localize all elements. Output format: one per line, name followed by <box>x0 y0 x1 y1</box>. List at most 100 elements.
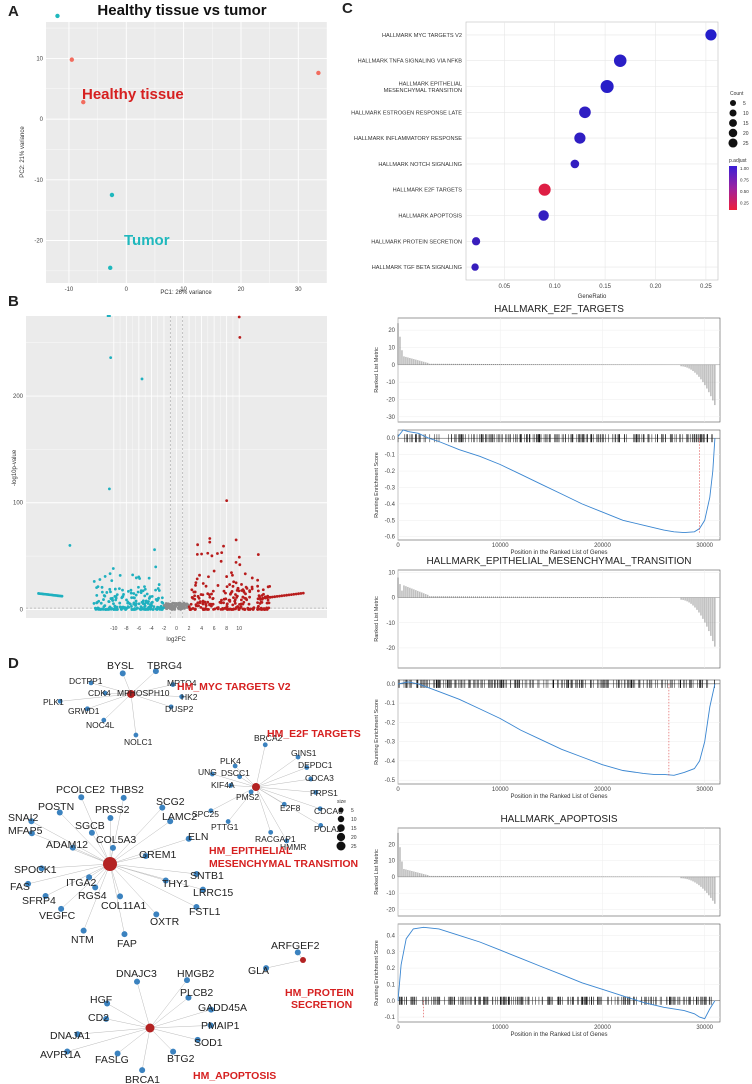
volcano-point <box>120 596 124 600</box>
volcano-xtick-label: -4 <box>149 626 154 632</box>
volcano-point <box>212 607 215 611</box>
volcano-point <box>219 559 223 563</box>
volcano-point <box>150 600 154 604</box>
network-edge <box>255 756 299 788</box>
volcano-point <box>130 608 134 611</box>
volcano-point <box>189 602 193 606</box>
dot-category-line: HALLMARK MYC TARGETS V2 <box>382 33 462 39</box>
gene-node <box>119 670 126 677</box>
network-edge <box>87 693 132 709</box>
volcano-point <box>257 607 261 611</box>
volcano-point <box>198 573 201 577</box>
volcano-point <box>180 605 183 609</box>
gene-label: PLCB2 <box>180 987 213 999</box>
volcano-point <box>195 577 199 581</box>
gene-node <box>101 717 107 723</box>
dot-category-line: HALLMARK EPITHELIAL <box>399 82 462 88</box>
volcano-point <box>230 571 233 575</box>
volcano-point <box>242 590 246 594</box>
network-size-legend-title: size <box>337 799 346 805</box>
gene-node <box>42 892 49 899</box>
gene-node <box>208 808 214 814</box>
network-edge <box>266 959 304 969</box>
volcano-point <box>260 607 264 611</box>
volcano-point <box>194 581 198 585</box>
gene-label: SCG2 <box>156 796 185 808</box>
pca-label-healthy: Healthy tissue <box>82 86 184 103</box>
volcano-point <box>256 553 260 556</box>
volcano-point <box>134 576 138 580</box>
volcano-point <box>131 573 135 577</box>
volcano-point <box>234 560 238 564</box>
volcano-point <box>60 594 64 598</box>
gsea-es-ytick-label: -0.1 <box>385 1015 396 1021</box>
gsea-es-curve <box>397 926 716 1020</box>
volcano-point <box>103 575 107 578</box>
gsea-metric-ytick-label: 10 <box>388 859 395 865</box>
volcano-xtick-label: -6 <box>137 626 142 632</box>
volcano-point <box>280 594 284 598</box>
gsea-title: HALLMARK_APOPTOSIS <box>500 814 617 825</box>
volcano-point <box>261 596 265 600</box>
gene-label: THBS2 <box>110 784 144 796</box>
volcano-point <box>105 608 108 611</box>
volcano-point <box>119 605 122 609</box>
network-edge <box>60 693 132 702</box>
gene-node <box>69 844 76 851</box>
volcano-point <box>222 544 225 548</box>
dot-plot: HALLMARK MYC TARGETS V2 HALLMARK TNFA SIG… <box>351 21 749 300</box>
gene-node <box>232 763 238 769</box>
gene-node <box>104 1000 111 1007</box>
gene-node <box>183 977 190 984</box>
gene-node <box>185 994 192 1001</box>
volcano-point <box>165 607 169 611</box>
volcano-point <box>220 598 223 602</box>
volcano-point <box>232 580 236 584</box>
volcano-point <box>109 356 113 360</box>
volcano-point <box>138 577 142 580</box>
gene-label: E2F8 <box>280 803 301 813</box>
gene-label: RACGAP1 <box>255 834 296 844</box>
volcano-point <box>234 538 238 542</box>
hub-label-line: HM_EPITHELIAL <box>209 845 293 857</box>
gene-node <box>121 931 128 938</box>
gene-node <box>28 818 35 825</box>
volcano-point <box>238 335 242 339</box>
volcano-point <box>225 585 229 589</box>
gene-node <box>263 965 270 972</box>
gene-node <box>88 829 95 836</box>
gene-label: KIF4A <box>211 780 235 790</box>
gene-node <box>58 905 65 912</box>
volcano-point <box>235 594 239 598</box>
volcano-point <box>244 597 248 600</box>
volcano-point <box>222 601 225 605</box>
volcano-point <box>234 581 238 585</box>
network-edge <box>109 863 197 875</box>
dot-category-line: HALLMARK PROTEIN SECRETION <box>371 239 462 245</box>
volcano-point <box>233 599 237 603</box>
gene-label: GREM1 <box>139 849 177 861</box>
gene-label: ADAM12 <box>46 839 88 851</box>
volcano-ytick-label: 0 <box>20 607 24 613</box>
volcano-point <box>108 572 112 576</box>
gene-node <box>78 794 85 801</box>
gsea-metric-ytick-label: -20 <box>386 397 395 403</box>
gene-label: BRCA2 <box>254 733 283 743</box>
volcano-point <box>125 598 128 602</box>
gsea-plot-apoptosis: HALLMARK_APOPTOSIS 20 10 0 -10 -20 Ranked List… <box>374 814 721 1038</box>
gene-node <box>313 789 319 795</box>
pca-ytick-label: 10 <box>36 56 43 62</box>
pca-point-healthy <box>81 99 86 105</box>
volcano-point <box>197 596 201 600</box>
volcano-point <box>161 601 165 605</box>
dot-xtick-label: 0.20 <box>650 284 662 290</box>
network-edge <box>255 786 287 842</box>
gene-label: SOD1 <box>194 1037 223 1049</box>
gene-label: SNTB1 <box>190 870 224 882</box>
volcano-point <box>227 598 231 602</box>
volcano-point <box>201 582 205 585</box>
volcano-point <box>132 596 135 600</box>
volcano-xtick-label: -2 <box>162 626 167 632</box>
dot-size-legend-label: 15 <box>743 121 749 127</box>
volcano-point <box>297 592 300 596</box>
